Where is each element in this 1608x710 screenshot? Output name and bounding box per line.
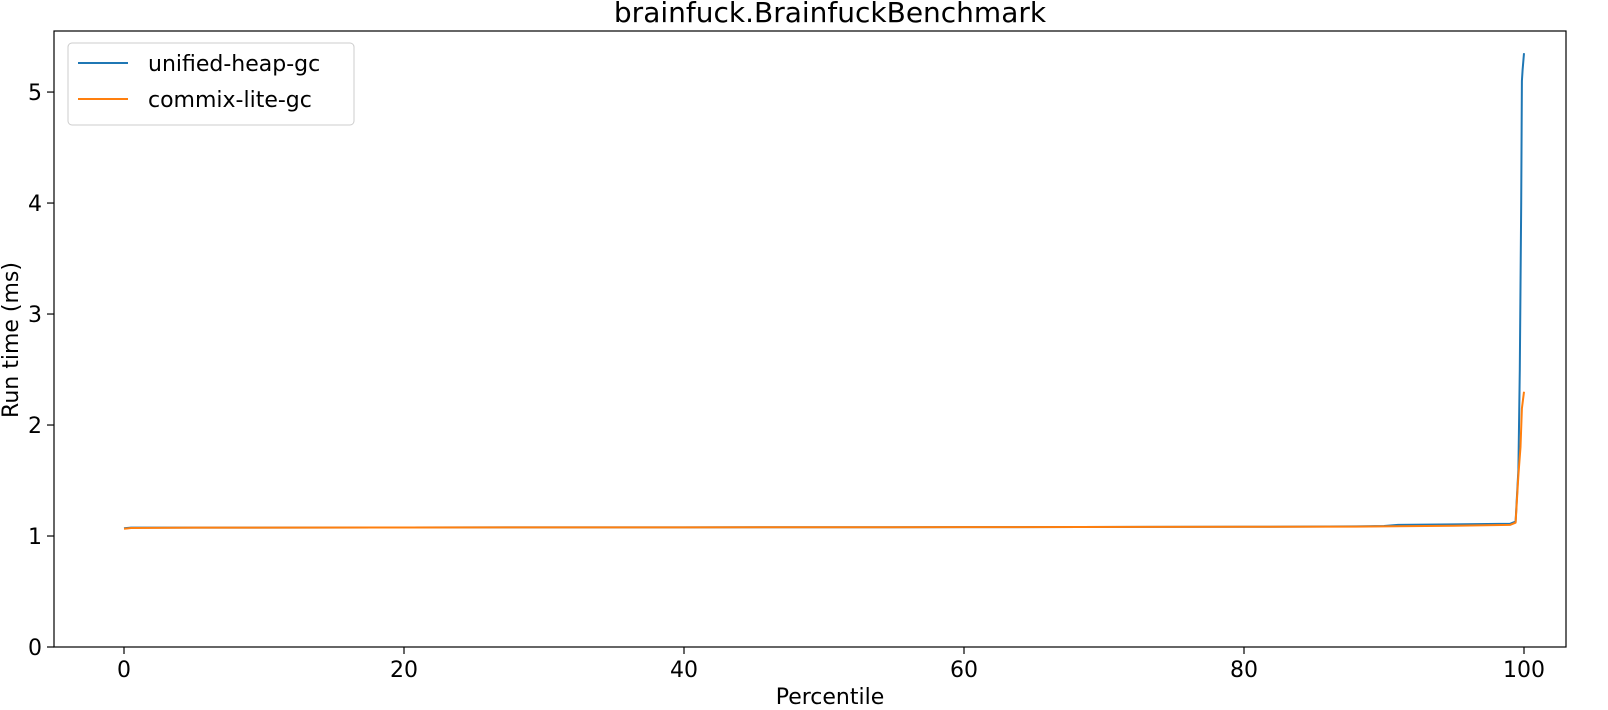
chart-title: brainfuck.BrainfuckBenchmark [614,0,1047,29]
x-tick-label: 100 [1503,658,1545,683]
legend-box [67,42,355,126]
plot-frame [53,30,1567,648]
x-axis-label: Percentile [776,685,885,710]
y-tick-label: 2 [28,414,42,439]
x-tick-label: 60 [950,658,978,683]
y-axis-label: Run time (ms) [0,262,24,418]
x-tick-label: 40 [670,658,698,683]
legend: unified-heap-gc commix-lite-gc [67,42,355,126]
legend-label-commix-lite-gc: commix-lite-gc [148,88,312,113]
y-tick-label: 5 [28,81,42,106]
series-layer [123,53,1525,530]
y-tick-label: 1 [28,525,42,550]
series-line-commix-lite-gc [123,391,1525,530]
x-tick-label: 80 [1230,658,1258,683]
y-tick-label: 4 [28,192,42,217]
y-tick-label: 0 [28,636,42,661]
y-tick-label: 3 [28,303,42,328]
axes-layer: 0 20 40 60 80 100 0 1 2 3 4 5 [28,30,1567,683]
x-tick-label: 0 [117,658,131,683]
legend-label-unified-heap-gc: unified-heap-gc [148,52,320,77]
x-tick-label: 20 [390,658,418,683]
